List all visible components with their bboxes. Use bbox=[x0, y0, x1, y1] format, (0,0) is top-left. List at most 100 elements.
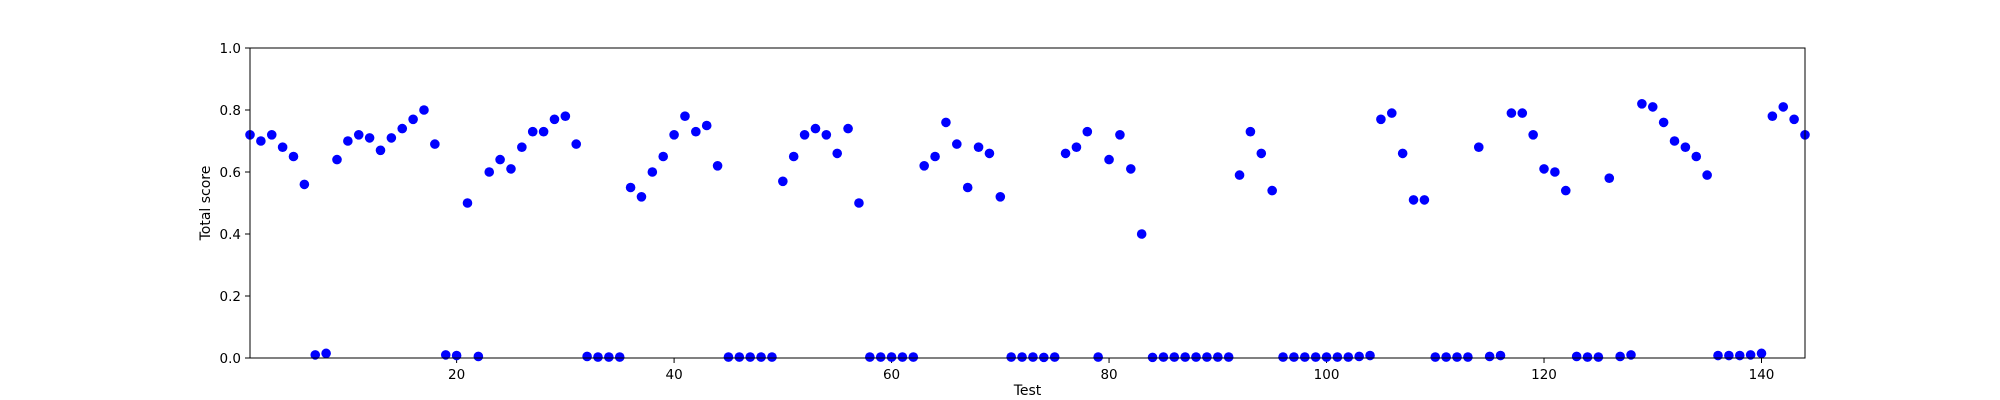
data-point bbox=[897, 352, 908, 362]
data-point bbox=[288, 151, 299, 162]
data-point bbox=[1278, 352, 1288, 362]
data-point bbox=[495, 154, 505, 165]
x-tick-label: 120 bbox=[1531, 367, 1557, 383]
data-point bbox=[832, 148, 843, 159]
data-point bbox=[1495, 350, 1506, 361]
data-point bbox=[1267, 185, 1277, 196]
data-point bbox=[1212, 352, 1223, 362]
data-point bbox=[1169, 352, 1180, 362]
data-point bbox=[604, 352, 614, 362]
data-point bbox=[788, 151, 799, 162]
data-point bbox=[527, 126, 538, 137]
data-point bbox=[919, 161, 929, 171]
x-tick-label: 100 bbox=[1314, 367, 1340, 383]
data-point bbox=[1223, 352, 1234, 362]
data-point bbox=[1441, 352, 1451, 362]
data-point bbox=[625, 182, 636, 193]
data-point bbox=[701, 120, 712, 131]
data-point bbox=[1571, 351, 1582, 362]
data-point bbox=[1332, 352, 1343, 362]
data-point bbox=[1234, 170, 1245, 180]
data-point bbox=[419, 105, 429, 115]
data-point bbox=[1136, 229, 1147, 239]
data-point bbox=[1191, 352, 1201, 362]
data-point bbox=[332, 154, 342, 165]
data-point bbox=[451, 350, 462, 361]
data-point bbox=[1115, 130, 1125, 140]
data-point bbox=[571, 139, 582, 149]
data-point bbox=[1713, 350, 1723, 361]
data-point bbox=[1028, 352, 1038, 362]
data-point bbox=[582, 351, 592, 362]
data-point bbox=[756, 352, 766, 362]
data-point bbox=[984, 148, 995, 159]
data-point bbox=[343, 136, 353, 146]
data-point bbox=[310, 350, 321, 360]
data-point bbox=[1647, 102, 1658, 112]
data-point bbox=[962, 182, 973, 193]
data-point bbox=[680, 111, 690, 121]
data-point bbox=[647, 167, 658, 177]
data-point bbox=[299, 179, 310, 190]
data-point bbox=[952, 139, 962, 149]
data-point bbox=[1202, 352, 1212, 362]
data-point bbox=[669, 130, 679, 140]
data-point bbox=[1017, 352, 1027, 362]
data-point bbox=[1126, 164, 1136, 174]
data-point bbox=[1180, 352, 1190, 362]
data-point bbox=[1082, 126, 1093, 137]
data-point bbox=[1756, 348, 1767, 359]
data-point bbox=[1745, 350, 1756, 360]
data-point bbox=[1539, 164, 1549, 174]
y-axis-label: Total score bbox=[198, 166, 214, 242]
data-point bbox=[1060, 148, 1071, 159]
data-point bbox=[734, 352, 745, 362]
data-point bbox=[1517, 108, 1528, 118]
data-point bbox=[386, 133, 397, 143]
data-point bbox=[266, 130, 277, 140]
data-point bbox=[256, 136, 266, 146]
data-point bbox=[1528, 130, 1538, 140]
data-point bbox=[1256, 148, 1267, 159]
data-point bbox=[1658, 117, 1669, 128]
data-point bbox=[658, 151, 669, 162]
data-point bbox=[810, 123, 821, 134]
data-points bbox=[245, 99, 1810, 363]
data-point bbox=[506, 164, 516, 174]
y-tick-label: 1.0 bbox=[220, 41, 241, 57]
data-point bbox=[691, 126, 701, 137]
data-point bbox=[1452, 352, 1462, 362]
data-point bbox=[1006, 352, 1016, 362]
data-point bbox=[821, 130, 832, 140]
y-axis-ticks: 0.0 0.2 0.4 0.6 0.8 1.0 bbox=[220, 41, 250, 367]
data-point bbox=[995, 192, 1006, 202]
data-point bbox=[462, 198, 473, 208]
data-point bbox=[886, 352, 897, 362]
data-point bbox=[473, 351, 484, 362]
data-point bbox=[1289, 352, 1299, 362]
data-point bbox=[560, 111, 571, 121]
y-tick-label: 0.0 bbox=[220, 351, 241, 367]
data-point bbox=[440, 350, 451, 360]
data-point bbox=[1463, 352, 1473, 362]
data-point bbox=[1049, 352, 1060, 362]
data-point bbox=[745, 352, 756, 362]
data-point bbox=[875, 352, 886, 362]
data-point bbox=[930, 151, 940, 162]
data-point bbox=[1408, 195, 1419, 205]
y-tick-label: 0.6 bbox=[220, 165, 241, 181]
x-axis-label: Test bbox=[1013, 383, 1042, 399]
data-point bbox=[1560, 185, 1571, 196]
data-point bbox=[1778, 102, 1789, 112]
data-point bbox=[1582, 352, 1593, 362]
data-point bbox=[1039, 352, 1049, 363]
data-point bbox=[364, 133, 375, 143]
data-point bbox=[1093, 352, 1103, 362]
data-point bbox=[549, 114, 560, 125]
data-point bbox=[1386, 108, 1397, 118]
data-point bbox=[1071, 142, 1082, 152]
data-point bbox=[1789, 114, 1799, 125]
data-point bbox=[636, 192, 647, 202]
data-point bbox=[538, 126, 549, 137]
